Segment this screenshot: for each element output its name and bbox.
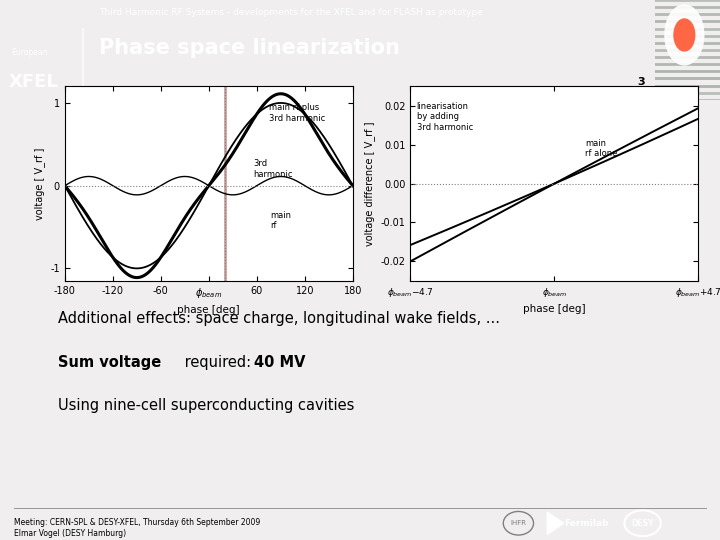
Polygon shape [547, 512, 564, 535]
Text: Third Harmonic RF Systems - developments for the XFEL and for FLASH as prototype: Third Harmonic RF Systems - developments… [99, 8, 483, 17]
Y-axis label: voltage difference [ V_rf ]: voltage difference [ V_rf ] [364, 122, 375, 246]
Y-axis label: voltage [ V_rf ]: voltage [ V_rf ] [34, 147, 45, 220]
Text: Using nine-cell superconducting cavities: Using nine-cell superconducting cavities [58, 398, 354, 413]
Text: European: European [11, 48, 48, 57]
Text: main
rf alone: main rf alone [585, 139, 618, 158]
Text: main
rf: main rf [271, 211, 292, 230]
Circle shape [665, 5, 703, 65]
Text: Fermilab: Fermilab [564, 519, 609, 528]
X-axis label: phase [deg]: phase [deg] [178, 305, 240, 315]
Text: Phase space linearization: Phase space linearization [99, 38, 400, 58]
Text: Meeting: CERN-SPL & DESY-XFEL, Thursday 6th September 2009
Elmar Vogel (DESY Ham: Meeting: CERN-SPL & DESY-XFEL, Thursday … [14, 518, 261, 538]
Circle shape [674, 19, 695, 51]
Text: DESY: DESY [631, 519, 654, 528]
X-axis label: phase [deg]: phase [deg] [523, 304, 585, 314]
Text: IHFR: IHFR [510, 520, 526, 526]
Text: Additional effects: space charge, longitudinal wake fields, ...: Additional effects: space charge, longit… [58, 312, 500, 326]
Text: 3rd
harmonic: 3rd harmonic [253, 159, 292, 179]
Text: required:: required: [180, 355, 256, 369]
Text: linearisation
by adding
3rd harmonic: linearisation by adding 3rd harmonic [417, 102, 473, 132]
Text: XFEL: XFEL [9, 72, 59, 91]
Text: Sum voltage: Sum voltage [58, 355, 161, 369]
Text: main rf plus
3rd harmonic: main rf plus 3rd harmonic [269, 103, 325, 123]
Text: 3: 3 [637, 77, 644, 87]
Text: 40 MV: 40 MV [254, 355, 305, 369]
